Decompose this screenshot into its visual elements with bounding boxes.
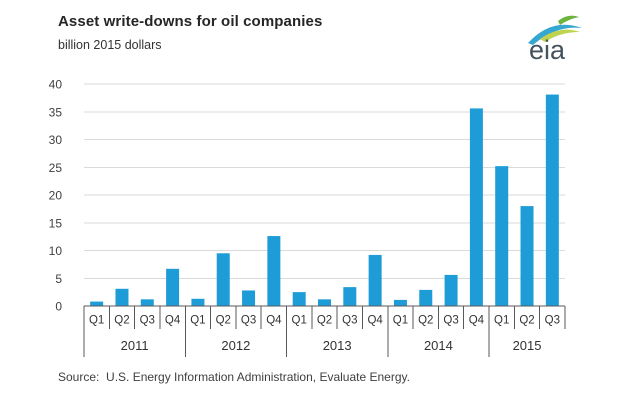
bar — [520, 206, 534, 306]
quarter-label: Q4 — [367, 315, 383, 327]
y-axis-tick-label: 15 — [49, 216, 63, 230]
quarter-label: Q4 — [266, 315, 282, 327]
bar — [292, 292, 306, 306]
eia-logo-leaf-icon — [558, 15, 579, 25]
y-axis-tick-label: 0 — [55, 300, 62, 314]
eia-logo-blue-swoosh-icon — [528, 24, 582, 45]
bar — [242, 290, 256, 306]
quarter-label: Q4 — [165, 315, 181, 327]
y-axis-tick-label: 10 — [49, 244, 63, 258]
quarter-label: Q3 — [443, 315, 458, 327]
year-label: 2013 — [323, 338, 352, 353]
bar-chart-svg: 0 5 10 15 20 25 30 35 40 Q1 Q2 Q3 Q4 Q1 Q2 Q3 Q4 Q1 Q2 Q3 Q4… — [49, 78, 566, 357]
source-attribution: Source: U.S. Energy Information Administ… — [58, 370, 410, 384]
year-label: 2011 — [121, 338, 149, 353]
chart-units-subtitle: billion 2015 dollars — [58, 38, 162, 52]
bar — [140, 299, 154, 306]
y-axis-tick-label: 35 — [49, 105, 63, 119]
quarter-label: Q1 — [190, 315, 205, 327]
bar — [469, 108, 483, 306]
bar — [495, 166, 509, 306]
bar — [393, 299, 407, 306]
quarter-label: Q2 — [519, 315, 534, 327]
bar — [368, 254, 382, 306]
quarter-label: Q1 — [494, 315, 509, 327]
quarter-label: Q3 — [241, 315, 256, 327]
year-label: 2015 — [513, 338, 542, 353]
quarter-label: Q1 — [292, 315, 307, 327]
bar — [267, 236, 281, 306]
quarter-label: Q2 — [216, 315, 231, 327]
quarter-label: Q2 — [114, 315, 129, 327]
chart-title: Asset write-downs for oil companies — [58, 13, 323, 30]
bar — [191, 298, 205, 306]
bar — [166, 268, 180, 306]
y-axis-tick-label: 25 — [49, 161, 63, 175]
year-label: 2012 — [221, 338, 250, 353]
y-axis-tick-label: 5 — [55, 272, 62, 286]
y-axis-tick-label: 20 — [49, 189, 63, 203]
bar — [115, 288, 129, 306]
year-label: 2014 — [424, 338, 453, 353]
quarter-label: Q4 — [469, 315, 485, 327]
quarter-label: Q3 — [342, 315, 357, 327]
y-axis-tick-label: 40 — [49, 78, 63, 92]
quarter-label: Q2 — [317, 315, 332, 327]
bar — [318, 299, 331, 306]
bar — [419, 289, 433, 306]
eia-logo-text: eia — [529, 35, 566, 65]
eia-logo-green-swoosh-icon — [540, 29, 580, 42]
quarter-label: Q1 — [393, 315, 408, 327]
quarter-label: Q3 — [140, 315, 155, 327]
bar — [545, 94, 559, 306]
bar — [444, 274, 458, 306]
quarter-label: Q3 — [545, 315, 560, 327]
y-axis-tick-label: 30 — [49, 133, 63, 147]
bar — [343, 287, 357, 306]
eia-logo: eia — [528, 15, 582, 65]
bar — [216, 253, 230, 306]
quarter-label: Q2 — [418, 315, 433, 327]
bar — [90, 301, 104, 306]
quarter-label: Q1 — [89, 315, 104, 327]
